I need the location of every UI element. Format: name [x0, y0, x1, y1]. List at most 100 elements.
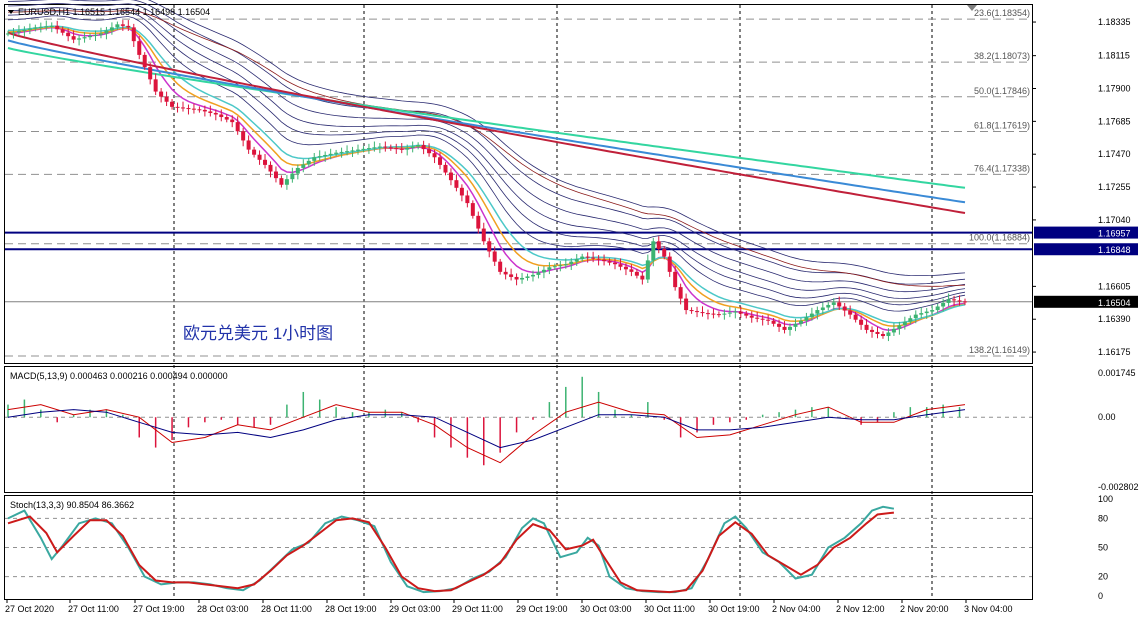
macd-indicator: 0.001745 0.00 -0.002802 — [5, 368, 1139, 492]
scroll-marker-icon[interactable] — [967, 5, 977, 11]
price-tick-label: 1.17470 — [1098, 149, 1131, 159]
candle-body — [312, 157, 317, 161]
candle-body — [98, 33, 103, 35]
candle-body — [66, 32, 71, 37]
candle-body — [957, 300, 962, 302]
candle-body — [722, 313, 727, 315]
candle-body — [175, 106, 180, 108]
candle-body — [290, 173, 295, 180]
candle-body — [880, 333, 885, 337]
candle-body — [782, 326, 787, 330]
candle-body — [252, 149, 257, 155]
candle-body — [416, 145, 421, 147]
candle-body — [886, 332, 891, 337]
candle-body — [727, 312, 732, 314]
candle-body — [766, 319, 771, 321]
candle-body — [509, 274, 514, 277]
candle-body — [716, 314, 721, 316]
candle-body — [268, 164, 273, 172]
candle-body — [580, 256, 585, 260]
candle-body — [520, 277, 525, 280]
candle-body — [596, 258, 601, 260]
stoch-tick-label: 80 — [1098, 513, 1108, 523]
candle-body — [963, 301, 967, 303]
moving-averages — [7, 0, 966, 331]
candle-body — [88, 35, 93, 38]
candle-body — [755, 317, 760, 319]
candle-body — [137, 41, 142, 55]
candle-body — [186, 108, 191, 110]
candle-body — [569, 261, 574, 265]
candle-body — [760, 318, 765, 320]
candle-body — [104, 30, 109, 34]
time-tick-label: 27 Oct 19:00 — [133, 604, 185, 614]
stoch-tick-label: 50 — [1098, 543, 1108, 553]
price-tick-label: 1.17900 — [1098, 84, 1131, 94]
candle-body — [667, 256, 672, 272]
ema-ribbon-line — [7, 15, 966, 312]
candle-body — [804, 317, 809, 321]
time-tick-label: 29 Oct 03:00 — [389, 604, 441, 614]
current-price-label: 1.16504 — [1098, 298, 1131, 308]
candle-body — [421, 145, 426, 150]
candle-body — [924, 311, 929, 314]
candle-body — [552, 266, 557, 268]
stoch-main-line — [7, 505, 895, 594]
candle-body — [377, 146, 382, 148]
time-tick-label: 29 Oct 11:00 — [452, 604, 503, 614]
candle-body — [49, 25, 54, 27]
macd-tick-label: 0.001745 — [1098, 368, 1136, 378]
candle-body — [115, 24, 120, 28]
candle-body — [383, 146, 388, 148]
candle-body — [875, 331, 880, 334]
candle-body — [585, 256, 590, 258]
fib-level-label: 50.0(1.17846) — [974, 86, 1030, 96]
dropdown-arrow-icon[interactable] — [8, 10, 14, 14]
candle-body — [33, 27, 38, 29]
time-tick-label: 28 Oct 19:00 — [325, 604, 377, 614]
candle-body — [853, 314, 858, 320]
candle-body — [470, 203, 475, 216]
ema-ribbon-line — [7, 7, 966, 299]
candle-body — [284, 179, 289, 185]
candle-body — [55, 25, 60, 30]
candle-body — [295, 167, 300, 174]
candle-body — [246, 140, 251, 150]
price-tag — [1034, 226, 1138, 239]
candle-body — [602, 259, 607, 262]
price-panel — [4, 4, 1033, 364]
candle-body — [399, 148, 404, 150]
symbol-header: EURUSD,H1 1.16515 1.16544 1.16498 1.1650… — [18, 7, 210, 17]
candle-body — [705, 313, 710, 315]
candle-body — [842, 306, 847, 311]
candle-body — [459, 187, 464, 196]
candle-body — [71, 36, 76, 40]
candle-body — [257, 154, 262, 160]
candle-body — [837, 302, 842, 307]
fib-level-label: 38.2(1.18073) — [974, 51, 1030, 61]
candle-body — [481, 228, 486, 242]
candle-body — [77, 38, 82, 40]
candle-body — [263, 159, 268, 165]
candle-body — [930, 310, 935, 312]
price-tag-label: 1.16848 — [1098, 245, 1131, 255]
candle-body — [317, 156, 322, 158]
fib-level-label: 61.8(1.17619) — [974, 120, 1030, 130]
fib-level-label: 23.6(1.18354) — [974, 8, 1030, 18]
candle-body — [6, 33, 10, 35]
candle-body — [574, 259, 579, 262]
candle-body — [438, 157, 443, 165]
candle-body — [897, 325, 902, 329]
candle-body — [394, 148, 399, 150]
candle-body — [809, 313, 814, 318]
candle-body — [355, 149, 360, 151]
candle-body — [591, 257, 596, 259]
candle-body — [623, 266, 628, 270]
ema-ribbon-line — [7, 0, 966, 285]
candle-body — [777, 323, 782, 327]
candle-body — [941, 302, 946, 307]
candle-body — [334, 152, 339, 154]
candle-body — [902, 321, 907, 326]
candle-body — [219, 114, 224, 118]
macd-main-line — [7, 409, 966, 449]
